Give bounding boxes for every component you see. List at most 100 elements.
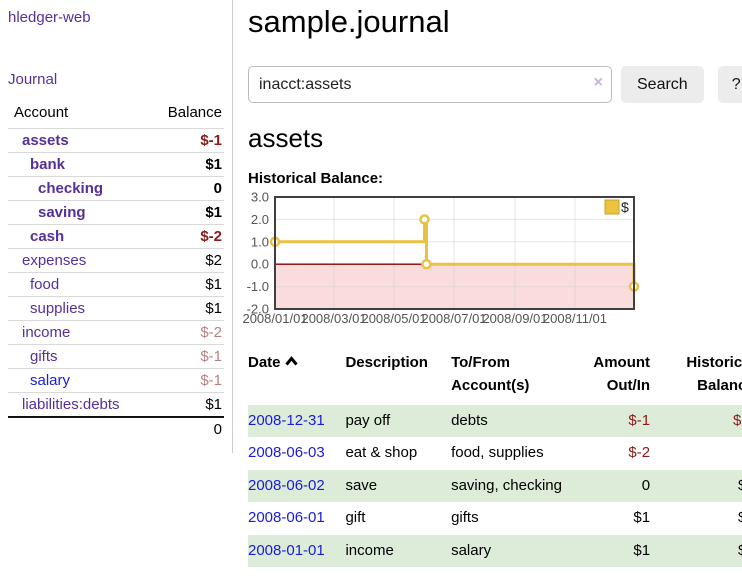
register-table: Date Description To/From Account(s) Amou… <box>248 349 742 567</box>
transaction-date-link[interactable]: 2008-12-31 <box>248 411 325 429</box>
transaction-description: income <box>345 541 394 559</box>
transaction-accounts: gifts <box>451 509 479 526</box>
sidebar: hledger-web Journal Account Balance asse… <box>0 0 233 453</box>
register-header-row: Date Description To/From Account(s) Amou… <box>248 349 742 405</box>
y-axis-tick-label: -1.0 <box>247 279 269 294</box>
legend-label: $ <box>621 199 629 215</box>
sidebar-item-journal[interactable]: Journal <box>8 71 58 88</box>
account-row: checking 0 <box>8 176 224 201</box>
sidebar-account-link[interactable]: saving <box>38 204 86 221</box>
x-axis-tick-label: 2008/09/01 <box>482 311 547 326</box>
x-axis-tick-label: 2008/11/01 <box>543 311 607 326</box>
historical-balance-chart: $3.0 2.0 1.0 0.0 -1.0 -2.02008/01/012008/03/0… <box>242 190 640 326</box>
sidebar-account-link[interactable]: income <box>22 324 71 341</box>
transaction-balance: $1 <box>650 535 742 568</box>
data-point-marker <box>421 258 432 270</box>
search-input[interactable] <box>248 66 612 103</box>
account-row: gifts $-1 <box>8 344 224 369</box>
account-balance: $-1 <box>146 128 224 153</box>
account-balance: $1 <box>146 392 224 417</box>
account-row: supplies $1 <box>8 296 224 321</box>
transaction-balance: 0 <box>650 437 742 470</box>
account-row: assets $-1 <box>8 128 224 153</box>
sidebar-account-link[interactable]: supplies <box>30 300 86 317</box>
transaction-amount: $1 <box>633 541 651 559</box>
accounts-total-row: 0 <box>8 416 224 441</box>
register-row: 2008-06-02 save saving, checking 0$2 <box>248 469 742 502</box>
register-col-balance: Historical Balance <box>686 354 742 395</box>
sort-ascending-icon <box>284 356 298 366</box>
account-balance: $2 <box>146 248 224 273</box>
transaction-description: gift <box>345 509 366 526</box>
account-balance: $-1 <box>146 344 224 369</box>
account-balance: $1 <box>146 296 224 321</box>
transaction-accounts: salary <box>451 541 492 559</box>
account-balance: $-1 <box>146 368 224 393</box>
x-axis-tick-label: 2008/07/01 <box>421 311 486 326</box>
sidebar-account-link[interactable]: expenses <box>22 252 87 269</box>
transaction-date-link[interactable]: 2008-06-02 <box>248 476 325 494</box>
transaction-balance: $-1 <box>733 411 742 429</box>
register-row: 2008-12-31 pay off debts $-1 $-1 <box>248 404 742 437</box>
transaction-balance: $2 <box>650 502 742 535</box>
transaction-description: pay off <box>345 411 391 429</box>
y-axis-tick-label: 1.0 <box>251 234 269 249</box>
register-col-description: Description <box>345 354 428 371</box>
transaction-date-link[interactable]: 2008-06-03 <box>248 444 325 461</box>
search-box: × <box>248 66 612 103</box>
register-body: 2008-12-31 pay off debts $-1 $-1 2008-06-03 ea… <box>248 404 742 568</box>
sidebar-account-link[interactable]: bank <box>30 156 66 173</box>
register-col-date[interactable]: Date <box>248 349 345 405</box>
transaction-accounts: debts <box>451 411 488 429</box>
clear-search-icon[interactable]: × <box>593 74 603 91</box>
account-heading: assets <box>248 123 324 153</box>
accounts-col-header-balance: Balance <box>167 104 222 121</box>
x-axis-tick-label: 2008/01/01 <box>242 311 307 326</box>
app-title-link[interactable]: hledger-web <box>8 9 91 26</box>
page: hledger-web Journal Account Balance asse… <box>0 0 742 567</box>
sidebar-account-link[interactable]: food <box>30 276 60 293</box>
account-balance: 0 <box>146 176 224 201</box>
x-axis-tick-label: 2008/05/01 <box>361 311 426 326</box>
accounts-total-balance: 0 <box>146 416 224 441</box>
sidebar-account-link[interactable]: liabilities:debts <box>22 396 120 413</box>
y-axis-tick-label: 3.0 <box>251 190 269 205</box>
register-row: 2008-06-01 gift gifts $1$2 <box>248 502 742 535</box>
search-button[interactable]: Search <box>621 66 704 103</box>
transaction-amount: $1 <box>633 509 651 526</box>
transaction-accounts: food, supplies <box>451 444 544 461</box>
data-point-marker <box>419 214 430 225</box>
main-content: sample.journal × Search ? assets Histori… <box>233 0 742 567</box>
sidebar-account-link[interactable]: checking <box>38 180 104 197</box>
transaction-amount: $-1 <box>628 411 651 429</box>
sidebar-account-link[interactable]: assets <box>22 132 69 149</box>
account-balance: $-2 <box>146 224 224 249</box>
transaction-description: eat & shop <box>345 444 418 461</box>
register-col-amount: Amount Out/In <box>593 354 651 395</box>
account-row: expenses $2 <box>8 248 224 273</box>
register-row: 2008-01-01 income salary $1$1 <box>248 534 742 568</box>
sidebar-account-link[interactable]: salary <box>30 372 71 389</box>
plot-border <box>274 196 635 310</box>
chart-title: Historical Balance: <box>248 170 384 187</box>
y-axis-tick-label: 2.0 <box>251 212 269 227</box>
register-row: 2008-06-03 eat & shop food, supplies $-20 <box>248 437 742 470</box>
account-row: liabilities:debts $1 <box>8 392 224 417</box>
sidebar-accounts-body: assets $-1 bank $1 checking 0 saving $1 cash $-2 e… <box>8 128 224 417</box>
y-axis-tick-label: -2.0 <box>247 302 269 317</box>
account-row: cash $-2 <box>8 224 224 249</box>
x-axis-tick-label: 2008/03/01 <box>301 311 366 326</box>
account-balance: $-2 <box>146 320 224 345</box>
sidebar-account-link[interactable]: gifts <box>30 348 58 365</box>
transaction-amount: 0 <box>641 476 651 494</box>
help-button[interactable]: ? <box>717 66 742 103</box>
search-form: × Search ? <box>248 66 742 103</box>
transaction-date-link[interactable]: 2008-01-01 <box>248 541 325 559</box>
account-row: salary $-1 <box>8 368 224 393</box>
transaction-description: save <box>345 476 378 494</box>
sidebar-account-link[interactable]: cash <box>30 228 65 245</box>
account-balance: $1 <box>146 272 224 297</box>
account-balance: $1 <box>146 200 224 225</box>
register-col-accounts: To/From Account(s) <box>451 354 530 395</box>
transaction-date-link[interactable]: 2008-06-01 <box>248 509 325 526</box>
